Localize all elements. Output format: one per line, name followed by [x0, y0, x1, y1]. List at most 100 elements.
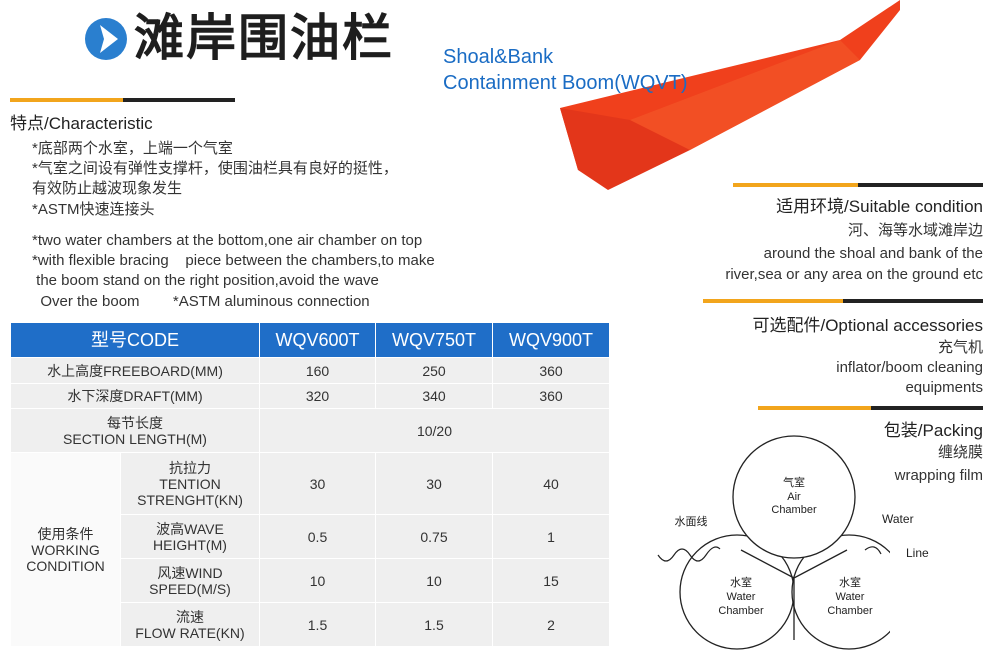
- water-chamber-label-en: Water: [836, 591, 865, 603]
- air-chamber-label-cn: 气室: [783, 475, 805, 489]
- column-header: WQV600T: [259, 322, 376, 358]
- optional-heading: 可选配件/Optional accessories: [752, 316, 983, 335]
- label-en: WORKING: [31, 541, 100, 558]
- table-row: 使用条件 WORKING CONDITION 抗拉力 TENTION STRENGHT(…: [10, 452, 610, 647]
- cell: 250: [375, 357, 493, 384]
- cell: 15: [492, 558, 610, 603]
- suitable-text-line: around the shoal and bank of the: [763, 245, 983, 262]
- cell: 30: [375, 452, 493, 515]
- characteristic-heading: 特点/Characteristic: [10, 114, 153, 133]
- label-en: TENTION: [159, 475, 221, 492]
- suitable-heading: 适用环境/Suitable condition: [776, 197, 983, 216]
- cell: 340: [375, 383, 493, 409]
- row-label: 水下深度DRAFT(MM): [10, 383, 260, 409]
- water-chamber-label-cn: 水室: [730, 575, 752, 589]
- table-row: 每节长度 SECTION LENGTH(M) 10/20: [10, 408, 610, 453]
- section-divider: [703, 299, 983, 303]
- cell: 0.5: [259, 514, 376, 559]
- page-title: 滩岸围油栏: [134, 10, 394, 66]
- water-chamber-right: [791, 534, 890, 650]
- characteristic-en-item: Over the boom *ASTM aluminous connection: [32, 293, 370, 310]
- air-chamber-label-en: Chamber: [771, 504, 817, 516]
- cell: 360: [492, 383, 610, 409]
- cell: 10/20: [259, 408, 610, 453]
- section-divider: [758, 406, 983, 410]
- label-line: FLOW RATE(KN): [135, 624, 245, 641]
- waterline-label-en: Line: [906, 546, 929, 560]
- water-chamber-label-en: Chamber: [827, 605, 873, 617]
- waterline-right: [864, 546, 882, 555]
- packing-heading: 包装/Packing: [883, 421, 983, 440]
- boom-cross-section-diagram: 气室 Air Chamber 水室 Water Chamber 水室 Water…: [657, 435, 890, 650]
- suitable-text-line: river,sea or any area on the ground etc: [725, 266, 983, 283]
- waterline-label-en: Water: [882, 512, 914, 526]
- optional-text-line: inflator/boom cleaning: [836, 359, 983, 376]
- suitable-text-line: 河、海等水域滩岸边: [847, 222, 983, 239]
- label-line: 风速WIND: [157, 564, 223, 581]
- table-row: 流速 FLOW RATE(KN) 1.5 1.5 2: [11, 602, 610, 647]
- air-chamber: [732, 435, 856, 559]
- section-divider: [10, 98, 235, 102]
- table-header-row: 型号CODE WQV600T WQV750T WQV900T: [10, 322, 610, 358]
- characteristic-en-item: the boom stand on the right position,avo…: [32, 272, 379, 289]
- label-line: HEIGHT(M): [153, 536, 227, 553]
- optional-text-line: equipments: [905, 379, 983, 396]
- table-row: 波高WAVE HEIGHT(M) 0.5 0.75 1: [11, 514, 610, 559]
- cell: 2: [492, 602, 610, 647]
- characteristic-en-item: *two water chambers at the bottom,one ai…: [32, 232, 423, 249]
- section-divider: [733, 183, 983, 187]
- waterline-left: [657, 546, 721, 562]
- cell: 10: [259, 558, 376, 603]
- label-line: 流速: [176, 608, 204, 625]
- boom-product-image: [560, 0, 900, 190]
- subtitle-line-1: Shoal&Bank: [443, 46, 554, 68]
- cell: 160: [259, 357, 376, 384]
- cell: 40: [492, 452, 610, 515]
- packing-text-line: 缠绕膜: [937, 444, 983, 461]
- characteristic-cn-item: *底部两个水室，上端一个气室: [32, 140, 233, 157]
- label-line: SPEED(M/S): [149, 580, 231, 597]
- blue-circle-arrow-right-icon: [85, 18, 127, 60]
- characteristic-en-item: *with flexible bracing piece between the…: [32, 252, 435, 269]
- subtitle-line-2: Containment Boom(WQVT): [443, 72, 688, 94]
- column-header: WQV750T: [375, 322, 493, 358]
- row-label: 波高WAVE HEIGHT(M): [120, 514, 260, 559]
- label-en: CONDITION: [26, 557, 105, 574]
- spec-table: 型号CODE WQV600T WQV750T WQV900T 水上高度FREEB…: [10, 322, 610, 647]
- characteristic-cn-item: *ASTM快速连接头: [32, 201, 155, 218]
- characteristic-cn-item: *气室之间设有弹性支撑杆，使围油栏具有良好的挺性，: [32, 160, 398, 177]
- cell: 0.75: [375, 514, 493, 559]
- cell: 1.5: [259, 602, 376, 647]
- cell: 360: [492, 357, 610, 384]
- air-chamber-label-en: Air: [787, 491, 801, 503]
- water-chamber-label-en: Chamber: [718, 605, 764, 617]
- label-cn: 每节长度: [107, 414, 163, 431]
- cell: 1.5: [375, 602, 493, 647]
- cell: 320: [259, 383, 376, 409]
- row-label: 流速 FLOW RATE(KN): [120, 602, 260, 647]
- label-en: STRENGHT(KN): [137, 491, 243, 508]
- label-line: 波高WAVE: [156, 520, 224, 537]
- row-label: 风速WIND SPEED(M/S): [120, 558, 260, 603]
- row-label: 水上高度FREEBOARD(MM): [10, 357, 260, 384]
- cell: 10: [375, 558, 493, 603]
- label-cn: 使用条件: [37, 525, 94, 542]
- row-label: 每节长度 SECTION LENGTH(M): [10, 408, 260, 453]
- cell: 1: [492, 514, 610, 559]
- characteristic-cn-item: 有效防止越波现象发生: [32, 180, 183, 197]
- label-en: SECTION LENGTH(M): [63, 430, 207, 447]
- table-row: 水下深度DRAFT(MM) 320 340 360: [10, 383, 610, 409]
- packing-text-line: wrapping film: [894, 467, 983, 484]
- waterline-label-cn: 水面线: [675, 514, 708, 528]
- working-condition-label: 使用条件 WORKING CONDITION: [10, 452, 121, 647]
- label-cn: 抗拉力: [169, 459, 211, 476]
- water-chamber-label-en: Water: [727, 591, 756, 603]
- optional-text-line: 充气机: [937, 339, 983, 356]
- column-header: 型号CODE: [10, 322, 260, 358]
- table-row: 风速WIND SPEED(M/S) 10 10 15: [11, 558, 610, 603]
- cell: 30: [259, 452, 376, 515]
- column-header: WQV900T: [492, 322, 610, 358]
- table-row: 水上高度FREEBOARD(MM) 160 250 360: [10, 357, 610, 384]
- row-label: 抗拉力 TENTION STRENGHT(KN): [120, 452, 260, 515]
